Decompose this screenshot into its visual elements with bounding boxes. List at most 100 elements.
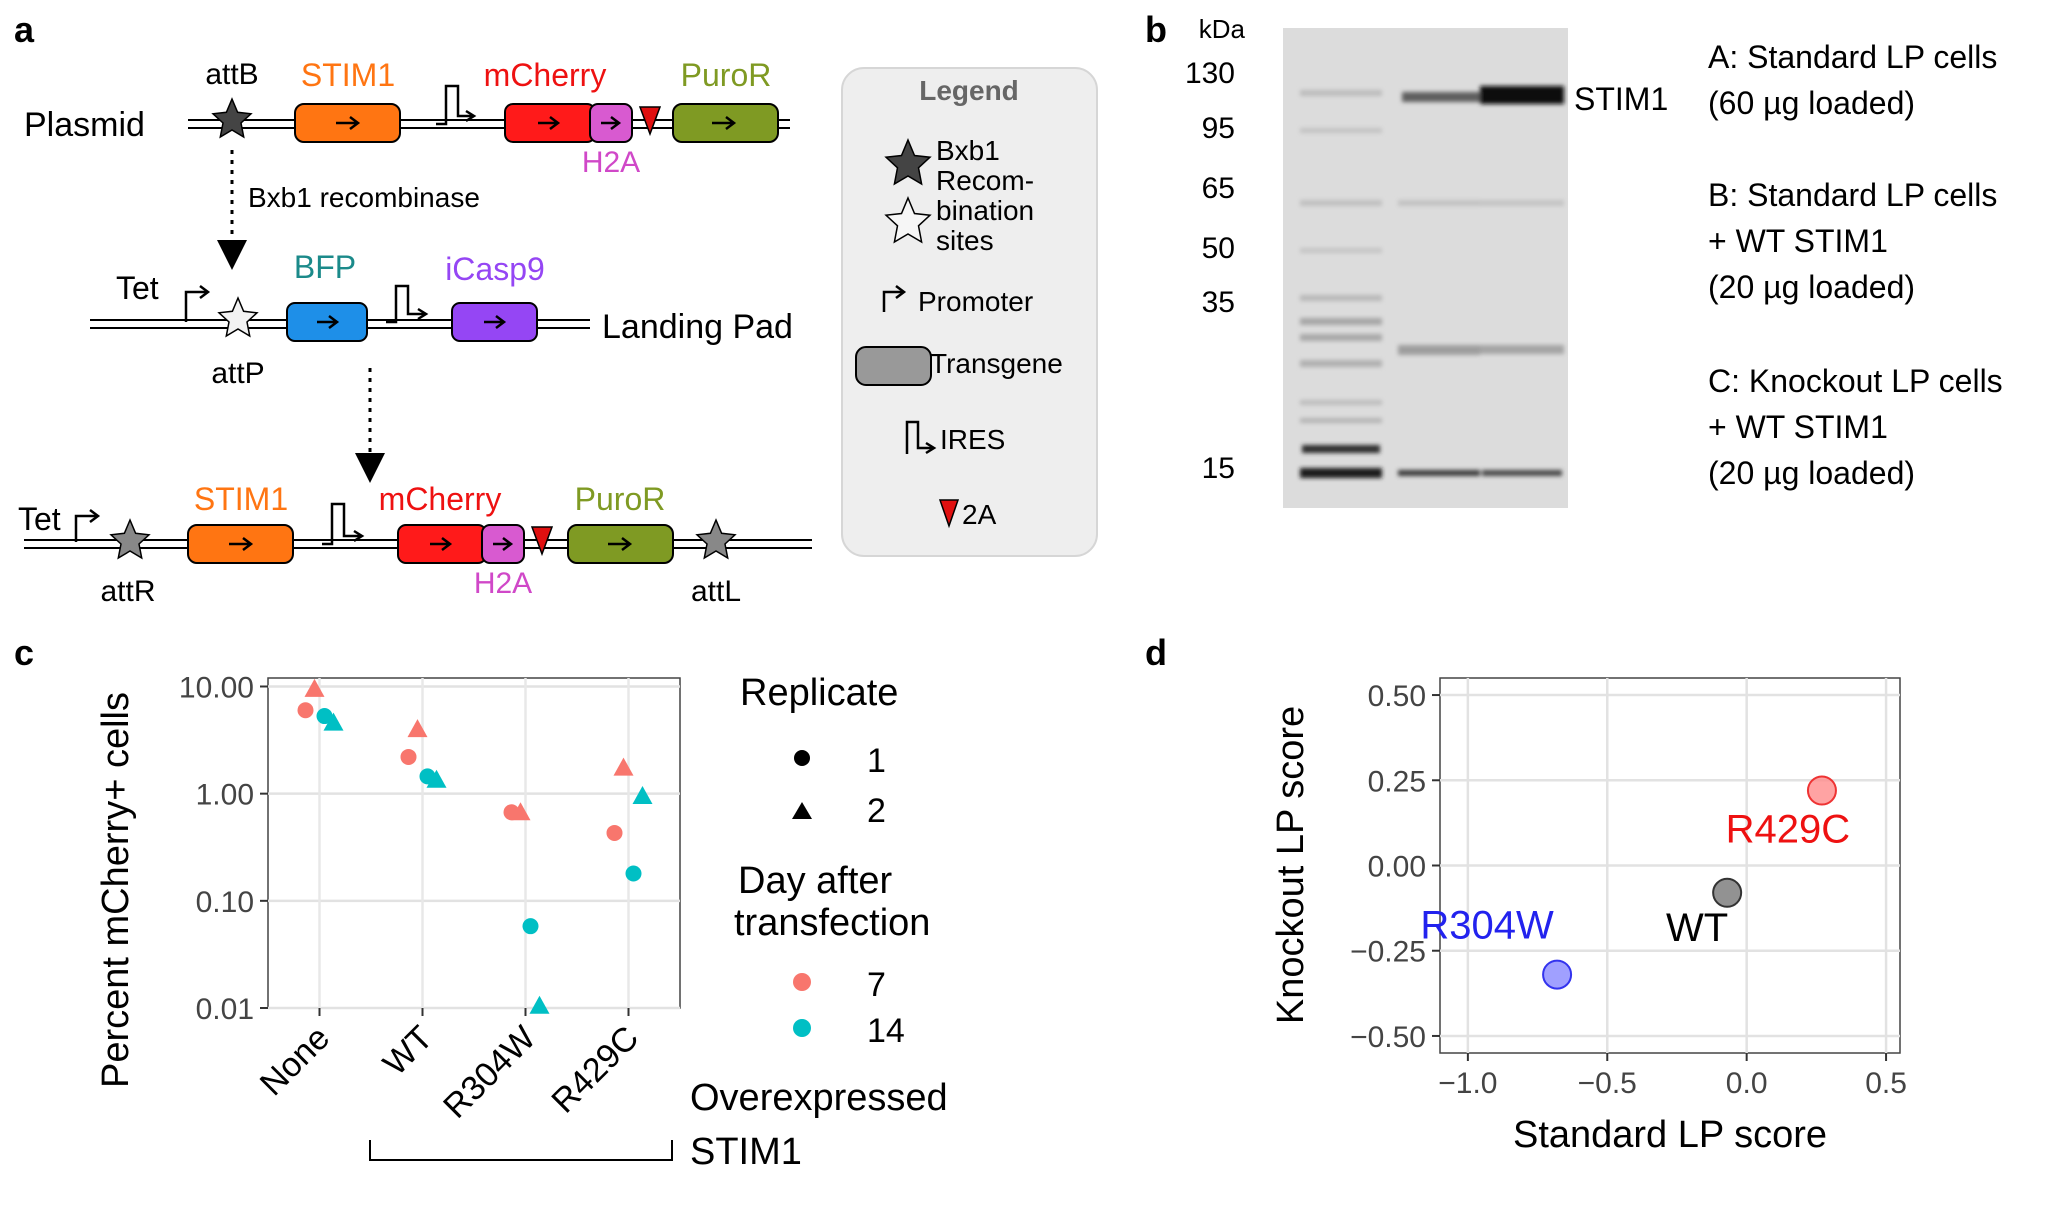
marker-130: 130 [1185,57,1235,90]
panel-c-point-day7-rep2 [510,802,531,821]
legend-replicate-2-label: 2 [867,792,886,830]
kda-label: kDa [1199,14,1246,44]
panel-c-x-tick-label: R304W [436,1019,543,1126]
panel-d-x-tick-label: −1.0 [1438,1067,1497,1100]
panel-label-b: b [1145,9,1167,50]
legend-day-14-label: 14 [867,1012,905,1050]
legend-day-7-marker [793,973,811,991]
legend-title: Legend [919,75,1019,106]
lane-desc-a-line-1: A: Standard LP cells [1708,39,1997,75]
legend-replicate-title: Replicate [740,672,898,714]
panel-c-point-day14-rep2 [323,712,344,731]
legend-transgene-icon [855,346,932,386]
panel-c-point-day7-rep2 [613,757,634,776]
marker-15: 15 [1202,452,1235,485]
panel-c-x-tick-label: WT [376,1019,440,1083]
lp-ires-icon [386,284,424,324]
panel-d-y-ticks: 0.50 0.25 0.00 −0.25 −0.50 [1350,680,1440,1054]
panel-d-point-label-wt: WT [1666,906,1728,950]
panel-d-grid [1440,678,1900,1053]
panel-label-d: d [1145,632,1167,673]
panel-c-legend: Replicate 1 2 Day after transfection 7 1… [734,672,930,1050]
panel-d-point-wt [1712,877,1743,908]
panel-d-x-tick-label: 0.5 [1865,1067,1907,1100]
attb-label: attB [205,58,258,91]
panel-d-y-axis-title: Knockout LP score [1270,706,1312,1024]
panel-d-chart: 0.50 0.25 0.00 −0.25 −0.50 −1.0 −0.5 0.0 0.5 R3… [1270,677,1907,1156]
plasmid-ires-icon [436,84,472,126]
panel-c-point-day7-rep2 [304,678,325,697]
panel-c-bracket [369,1140,673,1161]
panel-c-y-ticks: 10.00 1.00 0.10 0.01 [179,671,268,1026]
legend-replicate-2-marker [792,802,812,819]
legend-replicate-1-label: 1 [867,742,886,780]
panel-d-points: R304W WT R429C [1420,775,1851,990]
panel-c-y-tick-label: 0.01 [196,993,254,1026]
plasmid-h2a-label: H2A [582,146,640,179]
legend-day-14-marker [793,1019,811,1037]
rec-ires-icon [322,502,360,546]
panel-c-point-day14-rep2 [632,786,653,805]
marker-65: 65 [1202,172,1235,205]
lane-desc-b-line-3: (20 µg loaded) [1708,269,1915,305]
legend-day-7-label: 7 [867,966,886,1004]
panel-label-c: c [14,632,34,673]
panel-a-diagram: Plasmid attB STIM1 mCherry H2A PuroR Bxb… [18,57,1098,608]
panel-c-y-tick-label: 0.10 [196,886,254,919]
rec-h2a-label: H2A [474,567,532,600]
legend-replicate-1-marker [794,750,810,766]
attr-star-icon [109,518,151,560]
panel-c-x-tick-label: None [253,1019,337,1103]
legend-sites-line-3: bination [936,195,1034,226]
panel-b-western-blot: kDa 130 95 65 50 35 15 A B C [1185,14,2003,508]
panel-c-x-axis-title-line-2: STIM1 [690,1131,802,1173]
panel-d-y-tick-label: 0.25 [1368,765,1426,798]
rec-promoter-icon [74,514,96,542]
rec-tet-label: Tet [18,501,61,537]
attl-star-icon [695,518,737,560]
panel-a-legend: Legend Bxb1 Recom- bination sites Promot… [841,67,1098,557]
panel-c-x-tick-label: R429C [544,1019,646,1121]
legend-open-star-icon [884,196,932,244]
marker-50: 50 [1202,232,1235,265]
panel-d-y-tick-label: 0.50 [1368,680,1426,713]
panel-d-y-tick-label: 0.00 [1368,851,1426,884]
legend-2a-icon [938,499,960,529]
landing-pad-label: Landing Pad [602,308,793,346]
panel-d-point-label-r304w: R304W [1420,904,1554,948]
panel-d-point-r429c [1806,775,1837,806]
attl-label: attL [691,575,741,608]
recombinase-label: Bxb1 recombinase [248,182,480,213]
lane-desc-c-line-2: + WT STIM1 [1708,409,1888,445]
attb-star-icon [211,97,253,139]
legend-2a-label: 2A [962,499,997,530]
plasmid-stim1-label: STIM1 [301,57,395,93]
panel-c-point-day7-rep2 [407,719,428,738]
panel-c-point-day7-rep1 [606,824,623,841]
legend-sites-line-2: Recom- [936,165,1034,196]
icasp9-label: iCasp9 [445,251,545,287]
plasmid-label: Plasmid [24,106,145,144]
panel-c-points [297,678,653,1014]
panel-c-grid [268,678,680,1010]
panel-c-point-day7-rep1 [400,748,417,765]
lp-tet-label: Tet [116,270,159,306]
legend-day-title-line-2: transfection [734,902,930,944]
legend-sites-line-1: Bxb1 [936,135,1000,166]
rec-2a-icon [530,526,554,557]
panel-d-x-axis-title: Standard LP score [1513,1114,1827,1156]
legend-transgene-label: Transgene [930,348,1063,379]
panel-d-point-label-r429c: R429C [1726,808,1851,852]
panel-c-y-tick-label: 10.00 [179,671,254,704]
lane-desc-c-line-1: C: Knockout LP cells [1708,363,2003,399]
rec-mcherry-label: mCherry [379,481,502,517]
plasmid-mcherry-label: mCherry [484,57,607,93]
panel-c-point-day14-rep1 [522,918,539,935]
legend-filled-star-icon [884,138,932,186]
marker-35: 35 [1202,286,1235,319]
blot-image [1283,28,1568,508]
plasmid-puror-label: PuroR [681,57,772,93]
